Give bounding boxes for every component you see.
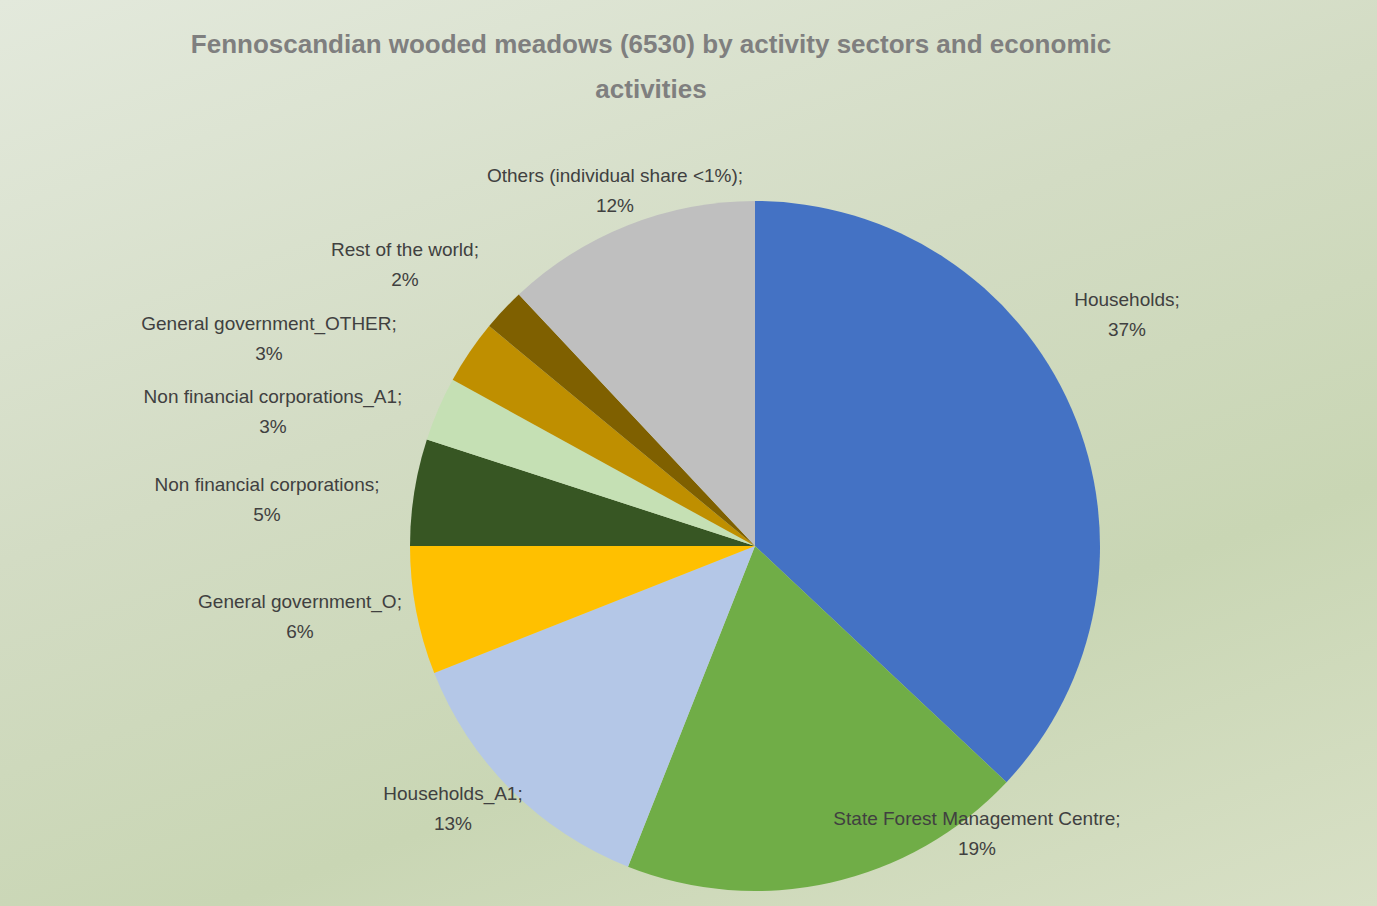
svg-text:General government_OTHER;3%: General government_OTHER;3% — [141, 313, 397, 364]
html-text:Fennoscandian wooded meadows (: Fennoscandian wooded meadows (6530) by a… — [190, 29, 1112, 104]
svg-text:Others (individual share <1%);: Others (individual share <1%);12% — [487, 165, 743, 216]
svg-text:Rest of the world;2%: Rest of the world;2% — [331, 239, 479, 290]
svg-text:State Forest Management Centre: State Forest Management Centre;19% — [833, 808, 1120, 859]
svg-text:Households;37%: Households;37% — [1074, 289, 1180, 340]
svg-text:Non financial corporations_A1;: Non financial corporations_A1;3% — [144, 386, 403, 437]
svg-text:Non financial corporations;5%: Non financial corporations;5% — [155, 474, 380, 525]
svg-text:Households_A1;13%: Households_A1;13% — [383, 783, 522, 834]
svg-text:General government_O;6%: General government_O;6% — [198, 591, 402, 642]
